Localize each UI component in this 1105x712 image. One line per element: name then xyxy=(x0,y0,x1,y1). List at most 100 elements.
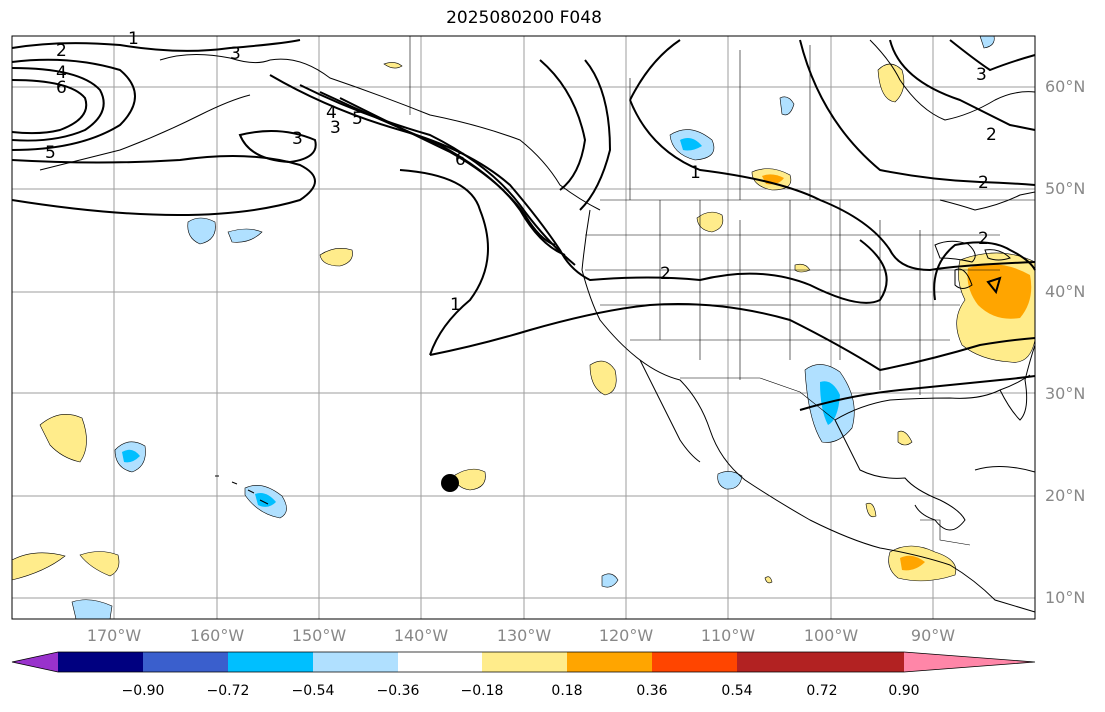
contour-label: 3 xyxy=(292,129,303,149)
shaded-field xyxy=(11,35,1036,620)
pacific-coast xyxy=(581,209,1036,613)
map-title: 2025080200 F048 xyxy=(446,8,602,28)
contour-line-1-gulf xyxy=(799,375,1036,411)
pos-anomaly-patch xyxy=(383,62,403,69)
lon-label: 130°W xyxy=(496,626,552,645)
lon-label: 140°W xyxy=(393,626,449,645)
contour-label: 6 xyxy=(455,150,466,170)
colorbar-outline xyxy=(11,651,1036,673)
lat-label: 40°N xyxy=(1045,282,1086,301)
pos-anomaly-patch xyxy=(11,552,66,581)
contour-label: 3 xyxy=(230,44,241,64)
contour-line-2-ne xyxy=(889,39,1036,131)
colorbar-tick-label: 0.54 xyxy=(721,683,753,699)
quebec-coast xyxy=(939,191,1036,211)
neg-anomaly-core xyxy=(680,138,702,151)
contour-label: 3 xyxy=(330,118,341,138)
colorbar-segment xyxy=(58,652,143,672)
contour-label: 2 xyxy=(986,125,997,145)
colorbar-segment xyxy=(822,652,904,672)
hawaii-islands xyxy=(215,475,269,505)
contour-label: 2 xyxy=(978,229,989,249)
contour-line-1-west xyxy=(399,169,489,356)
neg-anomaly-patch xyxy=(601,573,619,588)
colorbar-tick-label: 0.18 xyxy=(551,683,583,699)
lat-label: 20°N xyxy=(1045,486,1086,505)
contour-line-2 xyxy=(11,39,301,52)
colorbar-segment xyxy=(737,652,822,672)
colorbar-segment xyxy=(228,652,313,672)
lake-superior xyxy=(934,240,976,263)
colorbar-tick-label: −0.18 xyxy=(460,683,504,699)
colorbar-right-arrow xyxy=(904,652,1035,672)
contour-line-6-west xyxy=(11,79,88,135)
lat-label: 10°N xyxy=(1045,588,1086,607)
colorbar-segment xyxy=(652,652,737,672)
lon-label: 150°W xyxy=(291,626,347,645)
colorbar-segment xyxy=(398,652,482,672)
contour-label: 1 xyxy=(128,29,139,49)
lake-michigan xyxy=(954,268,973,289)
neg-anomaly-core xyxy=(255,493,276,507)
contour-label: 5 xyxy=(45,143,56,163)
contour-label: 4 xyxy=(56,63,67,83)
neg-anomaly-core xyxy=(820,381,840,425)
colorbar-tick-label: 0.36 xyxy=(636,683,668,699)
contour-line-3-ne xyxy=(949,39,1036,72)
pos-anomaly-patch xyxy=(589,360,617,396)
contour-label: 1 xyxy=(450,295,461,315)
contour-label: 2 xyxy=(56,41,67,61)
aleutian-chain xyxy=(39,94,251,171)
pos-anomaly-patch xyxy=(454,468,486,491)
contour-label: 3 xyxy=(976,65,987,85)
colorbar-segment xyxy=(143,652,228,672)
pos-anomaly-patch xyxy=(764,576,773,584)
neg-anomaly-patch xyxy=(187,217,216,245)
pos-anomaly-patch xyxy=(319,248,353,267)
neg-anomaly-patch xyxy=(779,96,795,116)
contour-line-3-closed xyxy=(238,130,317,164)
contour-label: 2 xyxy=(978,173,989,193)
map-frame xyxy=(11,35,1036,620)
colorbar-segment xyxy=(482,652,567,672)
contour-line-1-top xyxy=(629,39,681,101)
colorbar-tick-label: −0.72 xyxy=(206,683,250,699)
hudson-bay-coast xyxy=(869,39,1036,121)
colorbar-segment xyxy=(567,652,652,672)
colorbar-tick-label: −0.54 xyxy=(291,683,335,699)
alaska-coast xyxy=(269,58,601,211)
lon-label: 160°W xyxy=(189,626,245,645)
contour-line-3-west xyxy=(11,58,136,151)
lon-label: 90°W xyxy=(910,626,956,645)
central-america-border xyxy=(920,519,971,546)
lake-huron xyxy=(984,249,1011,261)
contour-line-1-south xyxy=(429,303,1036,372)
colorbar xyxy=(11,651,1036,673)
pos-anomaly-patch xyxy=(39,413,87,463)
contour-line-4 xyxy=(299,84,576,266)
contour-line-closed-small xyxy=(986,276,1002,295)
pos-anomaly-patch xyxy=(79,551,120,577)
contour-line-4-west xyxy=(11,67,105,142)
contour-label: 2 xyxy=(660,264,671,284)
colorbar-tick-label: 0.72 xyxy=(806,683,838,699)
pos-anomaly-patch xyxy=(897,430,913,446)
neg-anomaly-patch xyxy=(717,471,743,490)
lat-label: 50°N xyxy=(1045,179,1086,198)
neg-anomaly-patch xyxy=(71,599,113,620)
colorbar-segment xyxy=(313,652,398,672)
baja-peninsula xyxy=(639,359,701,463)
colorbar-tick-label: −0.36 xyxy=(376,683,420,699)
alaska-west-coast xyxy=(159,53,271,64)
contour-line-1-north xyxy=(579,59,612,211)
contour-label: 5 xyxy=(352,109,363,129)
contour-label: 4 xyxy=(326,103,337,123)
colorbar-left-arrow xyxy=(12,652,58,672)
contour-line-2-lakes xyxy=(933,241,1036,301)
lat-label: 60°N xyxy=(1045,77,1086,96)
colorbar-tick-label: 0.90 xyxy=(888,683,920,699)
contour-labels: 2 1 3 4 6 5 3 4 5 3 6 1 2 1 2 2 3 2 xyxy=(45,29,997,315)
pos-anomaly-core xyxy=(900,555,925,571)
colorbar-tick-label: −0.90 xyxy=(121,683,165,699)
